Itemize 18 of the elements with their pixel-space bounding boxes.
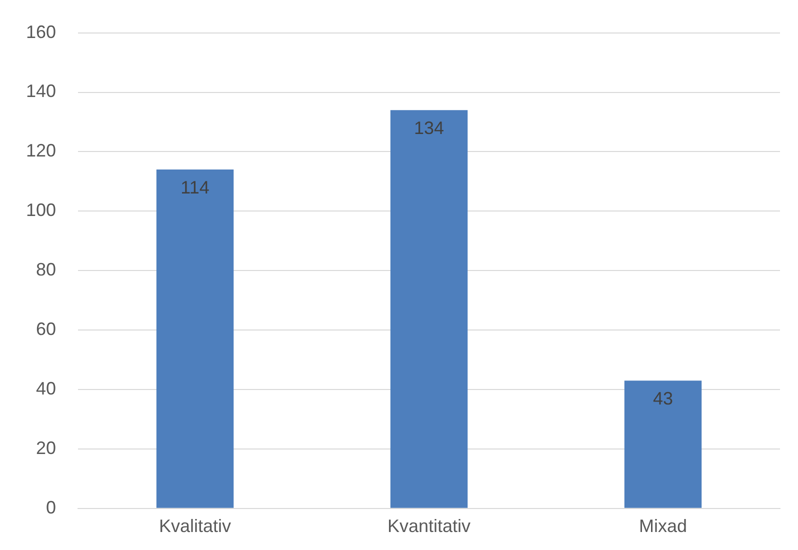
data-label: 134 <box>414 118 444 138</box>
y-tick-label: 80 <box>36 260 56 280</box>
y-tick-label: 20 <box>36 438 56 458</box>
x-tick-label: Kvalitativ <box>159 516 232 536</box>
x-tick-label: Kvantitativ <box>387 516 471 536</box>
data-label: 43 <box>652 388 674 409</box>
bar <box>390 110 468 508</box>
bar <box>624 380 702 508</box>
y-tick-label: 60 <box>36 319 56 340</box>
y-tick-label: 120 <box>26 140 56 161</box>
y-tick-label: 160 <box>26 22 56 42</box>
x-tick-label: Mixad <box>639 516 688 536</box>
data-label: 114 <box>180 178 210 198</box>
y-tick-label: 140 <box>26 81 56 102</box>
y-tick-label: 100 <box>26 200 56 220</box>
y-tick-label: 0 <box>46 497 56 518</box>
y-tick-label: 40 <box>36 378 56 398</box>
bar <box>156 170 234 508</box>
